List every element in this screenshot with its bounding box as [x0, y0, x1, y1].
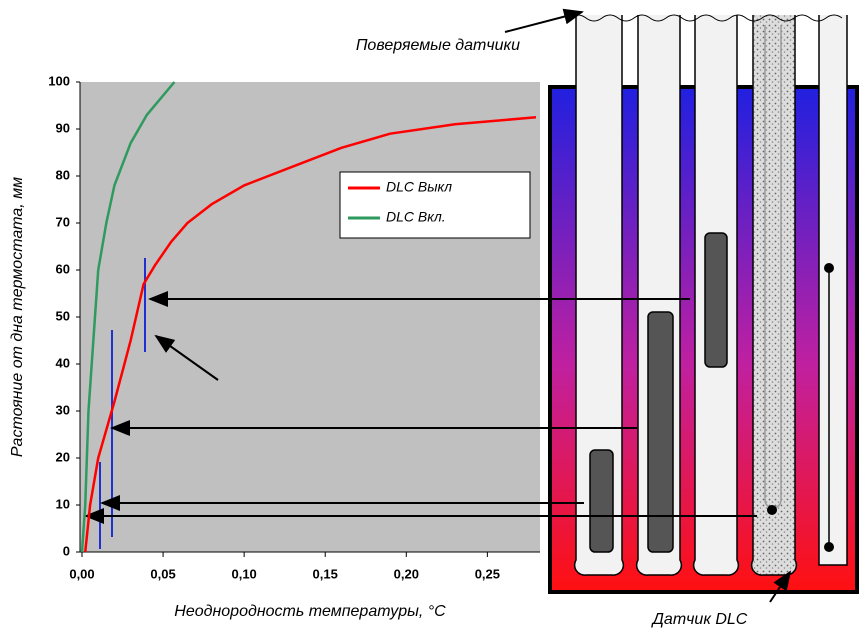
y-tick-label: 60 [56, 261, 70, 276]
y-tick-label: 20 [56, 449, 70, 464]
x-tick-label: 0,15 [313, 566, 338, 581]
y-tick-label: 30 [56, 402, 70, 417]
annotation: Поверяемые датчики [356, 37, 520, 54]
y-tick-label: 0 [63, 543, 70, 558]
y-tick-label: 70 [56, 214, 70, 229]
sensor-dot [824, 542, 834, 552]
y-axis-label: Растояние от дна термостата, мм [9, 177, 26, 457]
plot-area [80, 82, 540, 552]
y-tick-label: 80 [56, 167, 70, 182]
sensor-dot [767, 505, 777, 515]
sensor-dot [824, 263, 834, 273]
x-tick-label: 0,25 [475, 566, 500, 581]
legend-label: DLC Выкл [386, 179, 452, 195]
x-tick-label: 0,05 [150, 566, 175, 581]
x-axis-label: Неоднородность температуры, °C [174, 603, 446, 620]
y-tick-label: 10 [56, 496, 70, 511]
y-tick-label: 40 [56, 355, 70, 370]
x-tick-label: 0,20 [394, 566, 419, 581]
y-tick-label: 100 [48, 73, 70, 88]
y-tick-label: 90 [56, 120, 70, 135]
x-tick-label: 0,10 [231, 566, 256, 581]
legend-label: DLC Вкл. [386, 209, 446, 225]
chart: Поверяемые датчики Датчик DLC Неоднородн… [0, 0, 861, 632]
y-tick-label: 50 [56, 308, 70, 323]
x-tick-label: 0,00 [69, 566, 94, 581]
annotation: Датчик DLC [651, 611, 748, 628]
